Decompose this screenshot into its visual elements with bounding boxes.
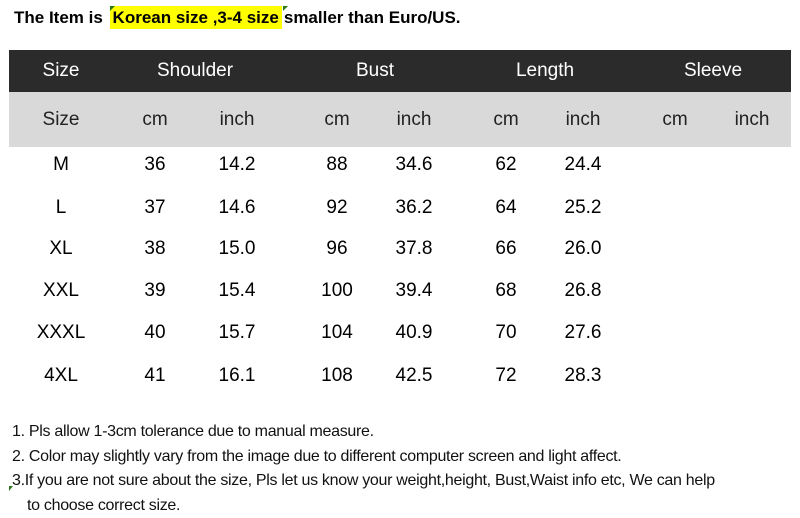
table-cell: 26.8 bbox=[565, 280, 602, 302]
table-cell: 15.7 bbox=[219, 322, 256, 344]
table-cell: 96 bbox=[326, 238, 347, 260]
table-cell: 14.6 bbox=[219, 197, 256, 219]
table-row: XL 38 15.0 96 37.8 66 26.0 bbox=[9, 238, 791, 268]
table-subheader: Size cm inch cm inch cm inch cm inch bbox=[9, 92, 791, 147]
table-row: L 37 14.6 92 36.2 64 25.2 bbox=[9, 197, 791, 227]
cell-marker-icon bbox=[9, 486, 13, 491]
subheader-inch: inch bbox=[220, 109, 255, 131]
table-cell: 104 bbox=[321, 322, 353, 344]
subheader-cm: cm bbox=[142, 109, 167, 131]
table-cell: XXXL bbox=[37, 322, 86, 344]
table-cell: 36.2 bbox=[396, 197, 433, 219]
table-cell: 15.0 bbox=[219, 238, 256, 260]
table-row: XXXL 40 15.7 104 40.9 70 27.6 bbox=[9, 322, 791, 352]
table-row: XXL 39 15.4 100 39.4 68 26.8 bbox=[9, 280, 791, 310]
subheader-cm: cm bbox=[324, 109, 349, 131]
note-3: 3.If you are not sure about the size, Pl… bbox=[12, 469, 715, 494]
table-cell: 62 bbox=[495, 154, 516, 176]
group-header-bust: Bust bbox=[356, 60, 394, 82]
table-cell: 36 bbox=[144, 154, 165, 176]
table-row: 4XL 41 16.1 108 42.5 72 28.3 bbox=[9, 365, 791, 395]
table-cell: 4XL bbox=[44, 365, 78, 387]
table-cell: 68 bbox=[495, 280, 516, 302]
table-cell: 24.4 bbox=[565, 154, 602, 176]
group-header-size: Size bbox=[43, 60, 80, 82]
table-cell: 14.2 bbox=[219, 154, 256, 176]
table-cell: 28.3 bbox=[565, 365, 602, 387]
table-cell: XL bbox=[49, 238, 72, 260]
group-header-shoulder: Shoulder bbox=[157, 60, 233, 82]
table-cell: 25.2 bbox=[565, 197, 602, 219]
table-cell: L bbox=[56, 197, 67, 219]
note-2: 2. Color may slightly vary from the imag… bbox=[12, 445, 715, 470]
group-header-length: Length bbox=[516, 60, 574, 82]
subheader-cm: cm bbox=[662, 109, 687, 131]
group-header-sleeve: Sleeve bbox=[684, 60, 742, 82]
notes: 1. Pls allow 1-3cm tolerance due to manu… bbox=[12, 420, 715, 518]
title-suffix: smaller than Euro/US. bbox=[284, 8, 461, 27]
title-prefix: The Item is bbox=[14, 8, 103, 27]
table-cell: 108 bbox=[321, 365, 353, 387]
table-cell: 40.9 bbox=[396, 322, 433, 344]
table-cell: 38 bbox=[144, 238, 165, 260]
table-cell: 40 bbox=[144, 322, 165, 344]
table-cell: 16.1 bbox=[219, 365, 256, 387]
table-cell: 39.4 bbox=[396, 280, 433, 302]
note-1: 1. Pls allow 1-3cm tolerance due to manu… bbox=[12, 420, 715, 445]
subheader-inch: inch bbox=[397, 109, 432, 131]
subheader-cm: cm bbox=[493, 109, 518, 131]
table-row: M 36 14.2 88 34.6 62 24.4 bbox=[9, 154, 791, 184]
table-cell: 64 bbox=[495, 197, 516, 219]
table-cell: 37.8 bbox=[396, 238, 433, 260]
subheader-inch: inch bbox=[566, 109, 601, 131]
table-cell: 27.6 bbox=[565, 322, 602, 344]
table-cell: 42.5 bbox=[396, 365, 433, 387]
table-cell: 72 bbox=[495, 365, 516, 387]
table-cell: 37 bbox=[144, 197, 165, 219]
subheader-inch: inch bbox=[735, 109, 770, 131]
table-cell: 100 bbox=[321, 280, 353, 302]
table-cell: M bbox=[53, 154, 69, 176]
table-cell: 15.4 bbox=[219, 280, 256, 302]
table-group-header: Size Shoulder Bust Length Sleeve bbox=[9, 50, 791, 92]
table-cell: 26.0 bbox=[565, 238, 602, 260]
table-cell: 88 bbox=[326, 154, 347, 176]
table-cell: 92 bbox=[326, 197, 347, 219]
table-cell: XXL bbox=[43, 280, 79, 302]
table-cell: 39 bbox=[144, 280, 165, 302]
table-cell: 34.6 bbox=[396, 154, 433, 176]
table-cell: 70 bbox=[495, 322, 516, 344]
note-3-continued: to choose correct size. bbox=[12, 494, 715, 518]
table-cell: 66 bbox=[495, 238, 516, 260]
title-highlight: Korean size ,3-4 size bbox=[110, 6, 282, 29]
subheader-size: Size bbox=[43, 109, 80, 131]
table-cell: 41 bbox=[144, 365, 165, 387]
